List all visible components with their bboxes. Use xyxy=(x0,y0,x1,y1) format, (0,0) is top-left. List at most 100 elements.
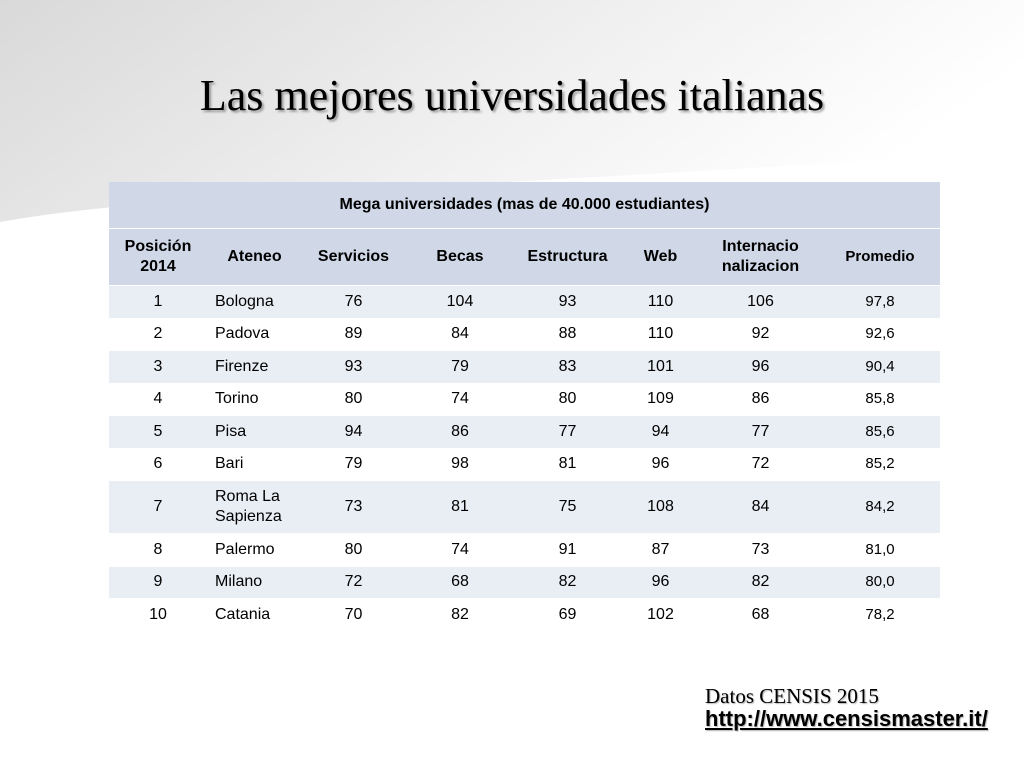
cell-becas: 79 xyxy=(405,350,515,383)
column-header-internacionalizacion: Internacio nalizacion xyxy=(701,228,820,286)
table-row: 4 Torino 80 74 80 109 86 85,8 xyxy=(109,382,940,416)
cell-becas: 104 xyxy=(405,285,515,318)
cell-estructura: 88 xyxy=(515,317,620,351)
cell-internacionalizacion: 84 xyxy=(701,480,820,534)
cell-becas: 74 xyxy=(405,533,515,566)
table-row: 5 Pisa 94 86 77 94 77 85,6 xyxy=(109,415,940,448)
cell-posicion: 7 xyxy=(109,480,207,534)
cell-promedio: 80,0 xyxy=(820,565,940,599)
cell-posicion: 8 xyxy=(109,533,207,566)
cell-servicios: 70 xyxy=(302,598,405,631)
cell-web: 102 xyxy=(620,598,701,631)
cell-posicion: 4 xyxy=(109,382,207,416)
cell-web: 110 xyxy=(620,285,701,318)
cell-web: 96 xyxy=(620,565,701,599)
cell-web: 87 xyxy=(620,533,701,566)
table-row: 9 Milano 72 68 82 96 82 80,0 xyxy=(109,565,940,599)
cell-posicion: 9 xyxy=(109,565,207,599)
cell-internacionalizacion: 86 xyxy=(701,382,820,416)
cell-ateneo: Milano xyxy=(207,565,302,599)
cell-becas: 82 xyxy=(405,598,515,631)
cell-internacionalizacion: 77 xyxy=(701,415,820,448)
table-caption: Mega universidades (mas de 40.000 estudi… xyxy=(109,182,940,229)
cell-posicion: 5 xyxy=(109,415,207,448)
cell-promedio: 85,2 xyxy=(820,447,940,481)
cell-becas: 81 xyxy=(405,480,515,534)
cell-becas: 98 xyxy=(405,447,515,481)
cell-servicios: 93 xyxy=(302,350,405,383)
cell-internacionalizacion: 96 xyxy=(701,350,820,383)
table-row: 2 Padova 89 84 88 110 92 92,6 xyxy=(109,317,940,351)
cell-ateneo: Padova xyxy=(207,317,302,351)
cell-ateneo: Firenze xyxy=(207,350,302,383)
table-row: 8 Palermo 80 74 91 87 73 81,0 xyxy=(109,533,940,566)
cell-web: 110 xyxy=(620,317,701,351)
source-label: Datos CENSIS 2015 xyxy=(705,684,879,708)
column-header-web: Web xyxy=(620,228,701,286)
source-link[interactable]: http://www.censismaster.it/ xyxy=(705,706,988,731)
cell-servicios: 89 xyxy=(302,317,405,351)
cell-servicios: 76 xyxy=(302,285,405,318)
column-header-posicion: Posición 2014 xyxy=(109,228,207,286)
cell-web: 96 xyxy=(620,447,701,481)
cell-posicion: 6 xyxy=(109,447,207,481)
cell-servicios: 79 xyxy=(302,447,405,481)
column-header-servicios: Servicios xyxy=(302,228,405,286)
table-row: 10 Catania 70 82 69 102 68 78,2 xyxy=(109,598,940,631)
cell-web: 108 xyxy=(620,480,701,534)
cell-ateneo: Pisa xyxy=(207,415,302,448)
cell-servicios: 72 xyxy=(302,565,405,599)
cell-promedio: 78,2 xyxy=(820,598,940,631)
cell-promedio: 90,4 xyxy=(820,350,940,383)
cell-servicios: 80 xyxy=(302,533,405,566)
cell-estructura: 83 xyxy=(515,350,620,383)
cell-internacionalizacion: 82 xyxy=(701,565,820,599)
cell-internacionalizacion: 106 xyxy=(701,285,820,318)
cell-web: 101 xyxy=(620,350,701,383)
cell-estructura: 81 xyxy=(515,447,620,481)
cell-promedio: 92,6 xyxy=(820,317,940,351)
cell-estructura: 77 xyxy=(515,415,620,448)
cell-estructura: 80 xyxy=(515,382,620,416)
cell-becas: 86 xyxy=(405,415,515,448)
cell-web: 109 xyxy=(620,382,701,416)
cell-web: 94 xyxy=(620,415,701,448)
cell-internacionalizacion: 72 xyxy=(701,447,820,481)
cell-estructura: 93 xyxy=(515,285,620,318)
cell-becas: 68 xyxy=(405,565,515,599)
ranking-table: Mega universidades (mas de 40.000 estudi… xyxy=(109,182,940,631)
column-header-estructura: Estructura xyxy=(515,228,620,286)
cell-posicion: 1 xyxy=(109,285,207,318)
cell-becas: 84 xyxy=(405,317,515,351)
cell-estructura: 69 xyxy=(515,598,620,631)
cell-ateneo: Bologna xyxy=(207,285,302,318)
cell-posicion: 2 xyxy=(109,317,207,351)
cell-servicios: 73 xyxy=(302,480,405,534)
cell-estructura: 82 xyxy=(515,565,620,599)
cell-internacionalizacion: 92 xyxy=(701,317,820,351)
column-header-ateneo: Ateneo xyxy=(207,228,302,286)
cell-ateneo: Bari xyxy=(207,447,302,481)
cell-ateneo: Torino xyxy=(207,382,302,416)
cell-estructura: 75 xyxy=(515,480,620,534)
table-row: 7 Roma La Sapienza 73 81 75 108 84 84,2 xyxy=(109,480,940,534)
cell-servicios: 80 xyxy=(302,382,405,416)
cell-internacionalizacion: 68 xyxy=(701,598,820,631)
table-row: 6 Bari 79 98 81 96 72 85,2 xyxy=(109,447,940,481)
table-row: 1 Bologna 76 104 93 110 106 97,8 xyxy=(109,285,940,318)
cell-posicion: 10 xyxy=(109,598,207,631)
cell-promedio: 81,0 xyxy=(820,533,940,566)
cell-posicion: 3 xyxy=(109,350,207,383)
cell-estructura: 91 xyxy=(515,533,620,566)
cell-promedio: 84,2 xyxy=(820,480,940,534)
cell-promedio: 85,8 xyxy=(820,382,940,416)
cell-promedio: 97,8 xyxy=(820,285,940,318)
cell-promedio: 85,6 xyxy=(820,415,940,448)
cell-internacionalizacion: 73 xyxy=(701,533,820,566)
table-row: 3 Firenze 93 79 83 101 96 90,4 xyxy=(109,350,940,383)
cell-ateneo: Palermo xyxy=(207,533,302,566)
cell-servicios: 94 xyxy=(302,415,405,448)
table-header-row: Posición 2014 Ateneo Servicios Becas Est… xyxy=(109,228,940,286)
table-body: 1 Bologna 76 104 93 110 106 97,8 2 Padova 89 84 88 11… xyxy=(109,285,940,631)
